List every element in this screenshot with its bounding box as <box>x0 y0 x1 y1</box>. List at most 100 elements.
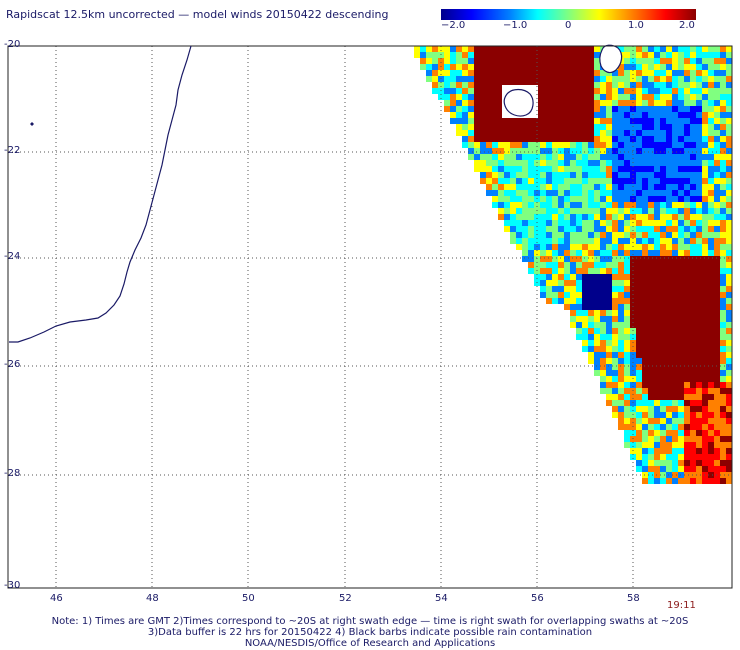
swath-cell <box>642 64 648 70</box>
swath-cell <box>684 424 690 430</box>
swath-cell <box>636 238 642 244</box>
swath-cell <box>540 274 546 280</box>
swath-cell <box>654 148 660 154</box>
swath-cell <box>648 70 654 76</box>
swath-cell <box>678 382 684 388</box>
swath-cell <box>480 52 486 58</box>
swath-cell <box>678 52 684 58</box>
swath-cell <box>498 52 504 58</box>
swath-cell <box>618 136 624 142</box>
swath-cell <box>474 76 480 82</box>
swath-cell <box>630 70 636 76</box>
swath-cell <box>570 94 576 100</box>
swath-cell <box>642 322 648 328</box>
swath-cell <box>624 310 630 316</box>
swath-cell <box>498 76 504 82</box>
swath-cell <box>702 208 708 214</box>
swath-cell <box>690 268 696 274</box>
swath-cell <box>714 328 720 334</box>
swath-cell <box>492 112 498 118</box>
swath-cell <box>474 94 480 100</box>
swath-cell <box>666 58 672 64</box>
swath-cell <box>666 280 672 286</box>
swath-cell <box>582 76 588 82</box>
swath-cell <box>630 442 636 448</box>
swath-cell <box>678 58 684 64</box>
swath-cell <box>570 52 576 58</box>
swath-cell <box>684 58 690 64</box>
swath-cell <box>720 202 726 208</box>
swath-cell <box>648 436 654 442</box>
swath-cell <box>480 178 486 184</box>
swath-cell <box>726 112 732 118</box>
swath-cell <box>654 418 660 424</box>
swath-cell <box>678 340 684 346</box>
swath-cell <box>678 406 684 412</box>
swath-cell <box>498 172 504 178</box>
swath-cell <box>432 70 438 76</box>
reunion-island-coast <box>503 88 534 117</box>
swath-cell <box>576 244 582 250</box>
swath-cell <box>588 184 594 190</box>
swath-cell <box>618 46 624 52</box>
swath-cell <box>612 124 618 130</box>
swath-cell <box>636 244 642 250</box>
swath-cell <box>702 136 708 142</box>
swath-cell <box>642 454 648 460</box>
swath-cell <box>528 202 534 208</box>
swath-cell <box>624 340 630 346</box>
swath-cell <box>558 64 564 70</box>
swath-cell <box>606 166 612 172</box>
swath-cell <box>702 46 708 52</box>
swath-cell <box>660 226 666 232</box>
swath-cell <box>504 154 510 160</box>
swath-cell <box>630 298 636 304</box>
swath-cell <box>558 280 564 286</box>
swath-cell <box>618 334 624 340</box>
swath-cell <box>618 280 624 286</box>
swath-cell <box>528 136 534 142</box>
swath-cell <box>576 136 582 142</box>
swath-cell <box>486 130 492 136</box>
swath-cell <box>654 298 660 304</box>
swath-cell <box>582 82 588 88</box>
swath-cell <box>576 70 582 76</box>
swath-cell <box>552 64 558 70</box>
swath-cell <box>612 100 618 106</box>
swath-cell <box>516 220 522 226</box>
swath-cell <box>582 160 588 166</box>
swath-cell <box>552 118 558 124</box>
swath-cell <box>606 304 612 310</box>
swath-cell <box>672 160 678 166</box>
swath-cell <box>666 202 672 208</box>
swath-cell <box>552 130 558 136</box>
swath-cell <box>654 262 660 268</box>
swath-cell <box>696 124 702 130</box>
swath-cell <box>480 82 486 88</box>
swath-cell <box>618 388 624 394</box>
swath-cell <box>696 424 702 430</box>
swath-cell <box>624 382 630 388</box>
swath-cell <box>552 196 558 202</box>
swath-cell <box>570 124 576 130</box>
swath-cell <box>450 100 456 106</box>
swath-cell <box>714 436 720 442</box>
swath-cell <box>642 406 648 412</box>
swath-cell <box>588 358 594 364</box>
swath-cell <box>660 310 666 316</box>
swath-cell <box>666 304 672 310</box>
swath-cell <box>726 154 732 160</box>
swath-cell <box>594 340 600 346</box>
swath-cell <box>672 214 678 220</box>
swath-cell <box>612 370 618 376</box>
swath-cell <box>660 370 666 376</box>
swath-cell <box>624 136 630 142</box>
swath-cell <box>708 292 714 298</box>
swath-cell <box>672 394 678 400</box>
swath-cell <box>696 172 702 178</box>
swath-cell <box>636 292 642 298</box>
swath-cell <box>684 262 690 268</box>
swath-cell <box>498 94 504 100</box>
swath-cell <box>666 406 672 412</box>
swath-cell <box>642 106 648 112</box>
